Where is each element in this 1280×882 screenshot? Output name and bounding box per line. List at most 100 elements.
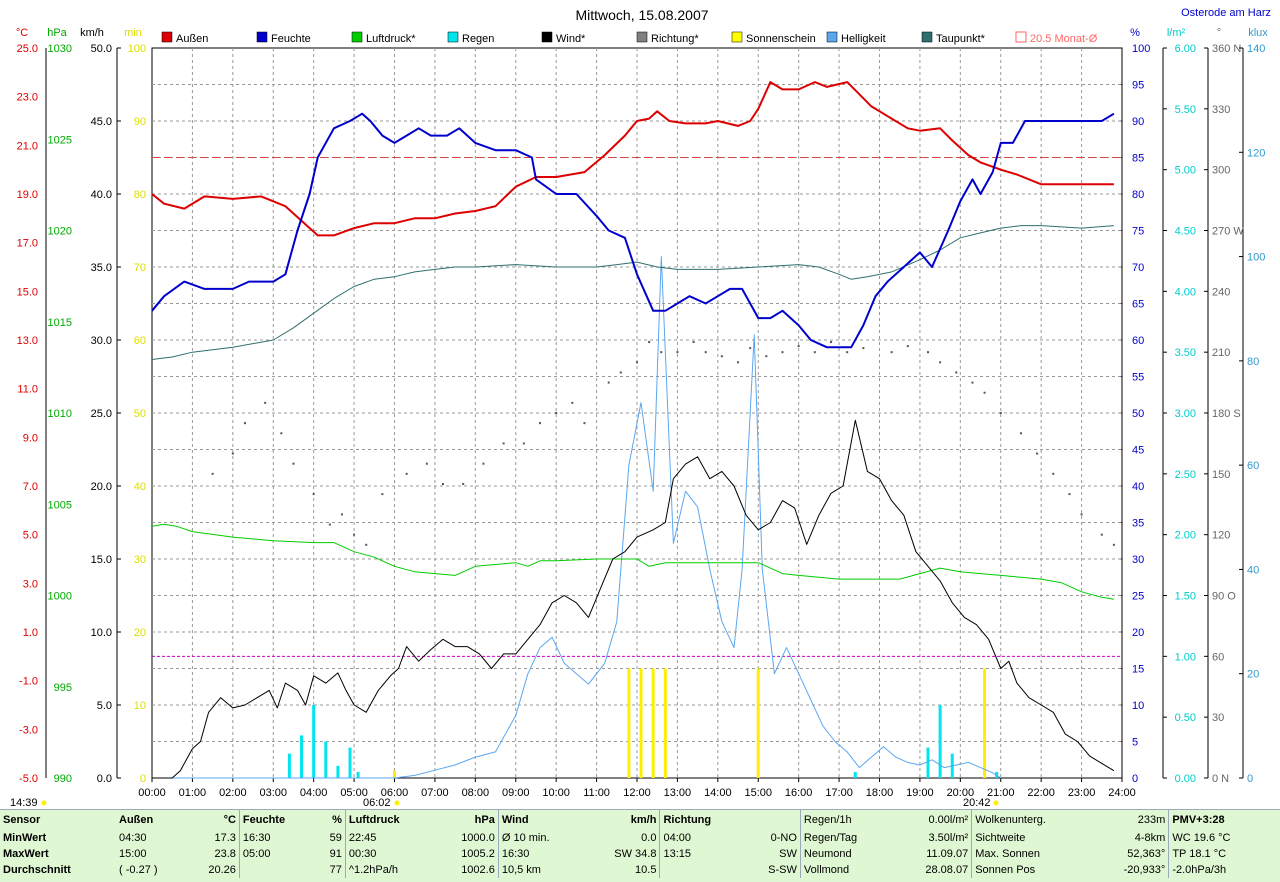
direction-point: [280, 432, 283, 435]
legend-swatch-monat: [1015, 31, 1027, 43]
x-tick-label: 21:00: [987, 787, 1015, 799]
tick-label-press: 1010: [48, 408, 72, 420]
x-tick-label: 08:00: [462, 787, 490, 799]
stats-cell: Durchschnitt: [3, 864, 71, 876]
tick-label-lux: 100: [1247, 252, 1265, 264]
tick-label-dir: 120: [1212, 530, 1230, 542]
tick-label-sun: 40: [134, 481, 146, 493]
series-line-helligkeit: [152, 256, 1002, 779]
tick-label-press: 1020: [48, 226, 72, 238]
tick-label-sun: 100: [128, 43, 146, 55]
direction-point: [312, 493, 315, 496]
tick-label-wind: 35.0: [91, 262, 112, 274]
x-tick-label: 03:00: [259, 787, 287, 799]
tick-label-lux: 20: [1247, 669, 1259, 681]
direction-point: [381, 493, 384, 496]
stats-cell: Vollmond: [799, 862, 895, 878]
direction-point: [1100, 533, 1103, 536]
stats-header-cell: km/h: [630, 814, 657, 826]
tick-label-sun: 30: [134, 554, 146, 566]
stats-cell: 0.0: [641, 832, 657, 844]
tick-label-dir: 210: [1212, 347, 1230, 359]
tick-label-wind: 25.0: [91, 408, 112, 420]
tick-label-dir: 240: [1212, 286, 1230, 298]
direction-point: [1019, 432, 1022, 435]
stats-cell: -20,933°: [1123, 864, 1166, 876]
legend-label-helligkeit: Helligkeit: [841, 33, 886, 45]
tick-label-sun: 50: [134, 408, 146, 420]
tick-label-sun: 10: [134, 700, 146, 712]
tick-label-rain: 5.50: [1175, 104, 1196, 116]
stats-cell: [238, 862, 316, 878]
stats-header-cell: Wolkenunterg.: [971, 810, 1094, 830]
direction-point: [462, 482, 465, 485]
chart-title: Mittwoch, 15.08.2007: [575, 7, 708, 23]
tick-label-wind: 40.0: [91, 189, 112, 201]
tick-label-dir: 360 N: [1212, 43, 1241, 55]
legend-swatch-helligkeit: [826, 31, 838, 43]
direction-point: [607, 381, 610, 384]
tick-label-dir: 330: [1212, 104, 1230, 116]
tick-label-press: 995: [54, 682, 72, 694]
stats-cell: TP 18.1 °C: [1168, 846, 1271, 862]
stats-cell: 3.50l/m²: [928, 832, 969, 844]
time-marker-dot: [41, 800, 47, 806]
axis-unit-press: hPa: [47, 27, 67, 39]
direction-point: [328, 523, 331, 526]
axis-unit-hum: %: [1130, 27, 1140, 39]
tick-label-hum: 85: [1132, 153, 1144, 165]
x-tick-label: 07:00: [421, 787, 449, 799]
tick-label-hum: 35: [1132, 518, 1144, 530]
direction-point: [1052, 472, 1055, 475]
direction-point: [676, 351, 679, 354]
tick-label-rain: 4.00: [1175, 286, 1196, 298]
stats-cell: Max. Sonnen: [971, 846, 1094, 862]
stats-cell: MaxWert: [3, 848, 49, 860]
stats-cell: 15:00: [119, 848, 147, 860]
stats-cell: 1000.0: [461, 832, 495, 844]
stats-cell: 59: [329, 832, 342, 844]
stats-cell: 04:30: [119, 832, 147, 844]
stats-cell: 05:00: [238, 846, 316, 862]
legend-swatch-taupunkt: [921, 31, 933, 43]
statistics-header-row: Sensor Außen °C Feuchte% Luftdruck hPa Wind km/…: [0, 810, 1280, 830]
stats-cell: ( -0.27 ): [119, 864, 158, 876]
stats-cell: S-SW: [768, 864, 797, 876]
legend-label-regen: Regen: [462, 33, 494, 45]
x-tick-label: 02:00: [219, 787, 247, 799]
x-tick-label: 14:00: [704, 787, 732, 799]
tick-label-hum: 65: [1132, 299, 1144, 311]
tick-label-wind: 30.0: [91, 335, 112, 347]
stats-header-cell: %: [332, 814, 342, 826]
tick-label-temp: 7.0: [23, 481, 38, 493]
stats-cell: 17.3: [214, 832, 236, 844]
statistics-row-avg: Durchschnitt ( -0.27 ) 20.26 77 ^1.2hPa/h 100…: [0, 862, 1280, 878]
sunrise-marker-dot: [394, 800, 400, 806]
tick-label-temp: 11.0: [17, 384, 38, 396]
tick-label-temp: -3.0: [19, 724, 38, 736]
tick-label-lux: 140: [1247, 43, 1265, 55]
tick-label-temp: -1.0: [19, 676, 38, 688]
tick-label-dir: 180 S: [1212, 408, 1241, 420]
direction-point: [720, 355, 723, 358]
tick-label-hum: 15: [1132, 664, 1144, 676]
chart-marks: [41, 81, 1122, 806]
stats-header-cell: hPa: [474, 814, 495, 826]
x-tick-label: 16:00: [785, 787, 813, 799]
stats-cell: 10,5 km: [497, 862, 584, 878]
tick-label-temp: 21.0: [17, 140, 38, 152]
direction-point: [211, 472, 214, 475]
tick-label-hum: 70: [1132, 262, 1144, 274]
tick-label-temp: 13.0: [17, 335, 38, 347]
tick-label-rain: 3.00: [1175, 408, 1196, 420]
axis-unit-lux: klux: [1248, 27, 1268, 39]
tick-label-dir: 60: [1212, 651, 1224, 663]
series-line-taupunkt: [151, 225, 1114, 360]
tick-label-wind: 0.0: [97, 773, 112, 785]
axis-unit-dir: °: [1217, 27, 1221, 39]
x-tick-label: 05:00: [340, 787, 368, 799]
tick-label-dir: 30: [1212, 712, 1224, 724]
stats-header-cell: PMV+3:28: [1168, 810, 1271, 830]
tick-label-temp: 25.0: [17, 43, 38, 55]
legend-swatch-feuchte: [256, 31, 268, 43]
